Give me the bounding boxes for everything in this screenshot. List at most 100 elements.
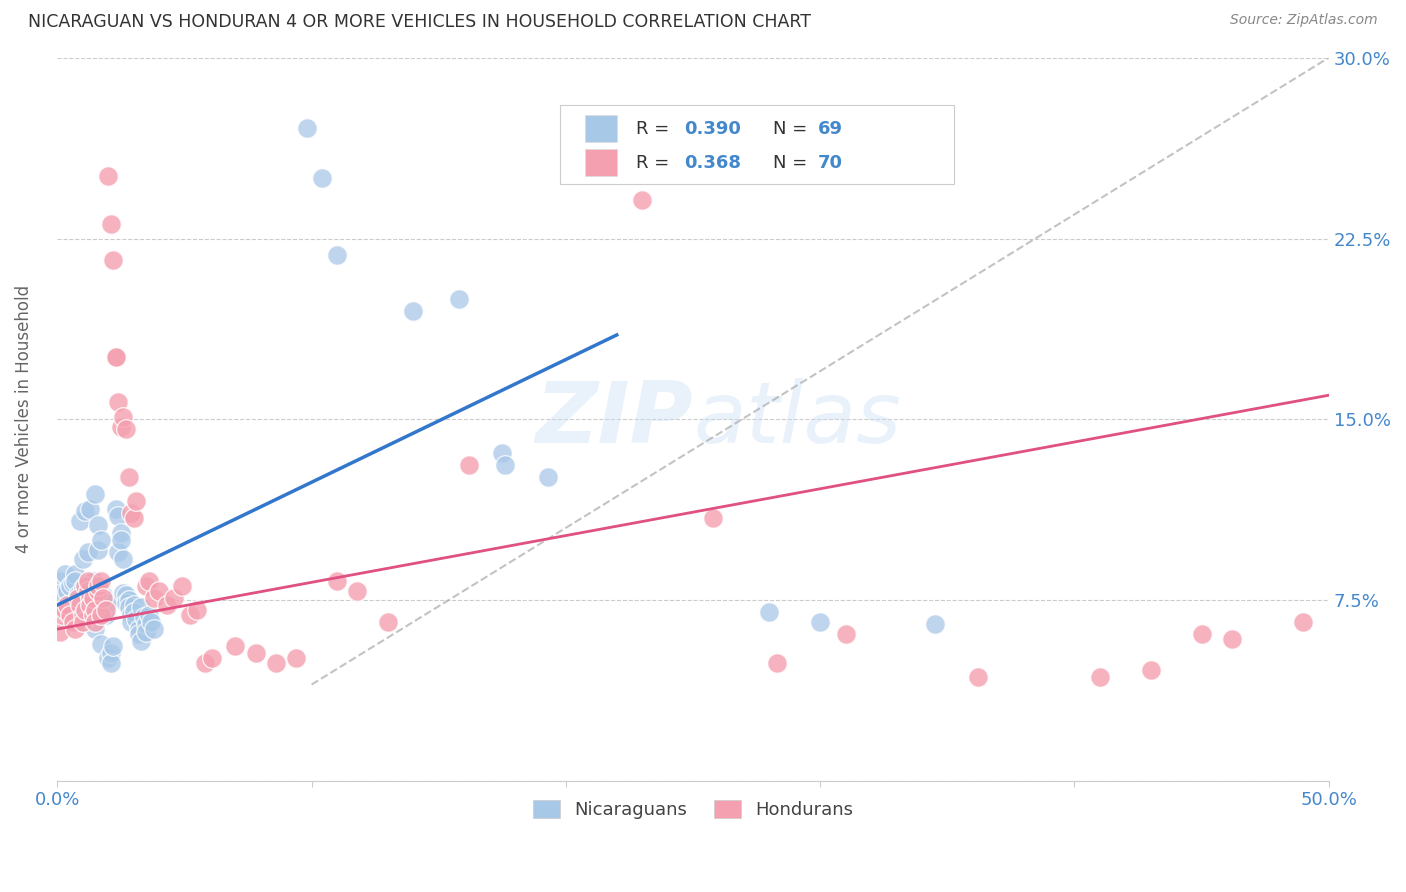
Point — [129, 600, 152, 615]
Point — [346, 583, 368, 598]
Point — [107, 508, 129, 523]
Point — [94, 603, 117, 617]
Point — [76, 583, 98, 598]
Point — [112, 552, 135, 566]
Point — [758, 605, 780, 619]
Point — [90, 607, 112, 622]
Point — [122, 598, 145, 612]
Point — [537, 470, 560, 484]
Point — [79, 591, 101, 605]
Point — [186, 603, 208, 617]
Point — [90, 636, 112, 650]
Point — [59, 579, 82, 593]
Point — [82, 607, 104, 622]
Bar — [585, 115, 617, 143]
Point — [62, 615, 84, 629]
Point — [112, 586, 135, 600]
Point — [245, 646, 267, 660]
Point — [138, 574, 160, 588]
Point — [1292, 615, 1315, 629]
Point — [87, 518, 110, 533]
Point — [90, 574, 112, 588]
Text: 0.368: 0.368 — [685, 153, 741, 171]
Point — [110, 533, 132, 547]
Point — [84, 615, 107, 629]
Point — [125, 494, 148, 508]
Point — [311, 171, 333, 186]
Text: ZIP: ZIP — [536, 378, 693, 461]
Point — [72, 615, 94, 629]
Point — [112, 409, 135, 424]
Point — [115, 588, 138, 602]
Point — [194, 656, 217, 670]
Point — [62, 576, 84, 591]
Point — [56, 598, 79, 612]
Point — [100, 646, 122, 660]
Point — [84, 622, 107, 636]
Point — [69, 598, 91, 612]
Point — [326, 574, 349, 588]
Point — [458, 458, 481, 472]
Point — [82, 591, 104, 605]
Point — [94, 598, 117, 612]
Point — [66, 588, 89, 602]
Point — [156, 598, 179, 612]
Point — [142, 622, 165, 636]
Point — [107, 545, 129, 559]
Point — [107, 395, 129, 409]
Point — [69, 514, 91, 528]
Point — [63, 566, 86, 581]
Point — [117, 600, 139, 615]
Text: Source: ZipAtlas.com: Source: ZipAtlas.com — [1230, 13, 1378, 28]
Point — [295, 120, 318, 135]
Point — [141, 615, 163, 629]
Point — [117, 593, 139, 607]
Point — [128, 622, 150, 636]
Point — [76, 574, 98, 588]
Point — [120, 615, 142, 629]
Point — [285, 651, 308, 665]
Point — [135, 624, 157, 639]
Point — [103, 639, 125, 653]
Point — [51, 586, 73, 600]
Point — [104, 350, 127, 364]
Point — [75, 579, 97, 593]
Legend: Nicaraguans, Hondurans: Nicaraguans, Hondurans — [526, 792, 860, 826]
Point — [122, 511, 145, 525]
Point — [79, 501, 101, 516]
Point — [53, 603, 76, 617]
Point — [631, 193, 654, 207]
Point — [75, 504, 97, 518]
Point — [94, 607, 117, 622]
Point — [87, 579, 110, 593]
Point — [1191, 627, 1213, 641]
Point — [56, 583, 79, 598]
Point — [128, 627, 150, 641]
Point — [179, 607, 201, 622]
Point — [63, 622, 86, 636]
Point — [115, 422, 138, 436]
Point — [135, 579, 157, 593]
Point — [115, 596, 138, 610]
Point — [1139, 663, 1161, 677]
Point — [264, 656, 287, 670]
Point — [87, 542, 110, 557]
Point — [494, 458, 516, 472]
Point — [84, 487, 107, 501]
Y-axis label: 4 or more Vehicles in Household: 4 or more Vehicles in Household — [15, 285, 32, 553]
Point — [76, 545, 98, 559]
Point — [138, 607, 160, 622]
Point — [59, 607, 82, 622]
Text: 69: 69 — [818, 120, 842, 137]
Point — [97, 169, 120, 183]
Point — [117, 470, 139, 484]
Text: 0.390: 0.390 — [685, 120, 741, 137]
Text: R =: R = — [636, 120, 675, 137]
Point — [129, 634, 152, 648]
Point — [120, 507, 142, 521]
Text: R =: R = — [636, 153, 675, 171]
Point — [66, 591, 89, 605]
Point — [170, 579, 193, 593]
Point — [90, 533, 112, 547]
Point — [132, 610, 155, 624]
